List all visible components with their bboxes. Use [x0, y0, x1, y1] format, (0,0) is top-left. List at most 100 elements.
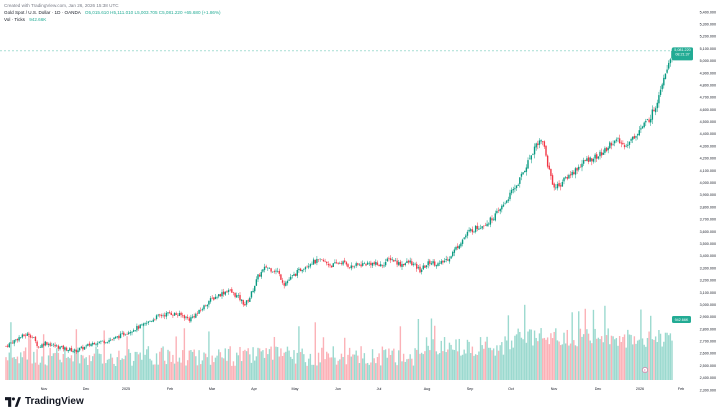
volume-bar	[101, 363, 104, 380]
volume-bar	[231, 365, 233, 380]
candle-body	[389, 258, 392, 261]
volume-bar	[525, 342, 528, 380]
time-axis-label: Nov	[551, 387, 558, 391]
candle-body	[604, 148, 606, 153]
price-axis-tick: 2,300.000	[700, 388, 716, 392]
volume-badge-value: 942.66K	[675, 318, 689, 322]
volume-bar	[268, 349, 271, 380]
candle-body	[306, 266, 308, 268]
volume-bar	[326, 351, 328, 380]
volume-bar	[324, 359, 326, 380]
candle-body	[578, 166, 580, 170]
volume-bar	[273, 336, 276, 380]
candle-body	[44, 341, 46, 346]
volume-bar	[276, 347, 279, 380]
volume-bar	[240, 361, 243, 380]
candle-body	[67, 350, 69, 352]
time-axis-label: 2025	[122, 387, 130, 391]
candle-body	[502, 204, 505, 207]
volume-bar	[78, 363, 81, 380]
volume-bar	[65, 357, 68, 380]
volume-bar	[18, 363, 20, 380]
volume-bar	[391, 350, 393, 380]
event-marker[interactable]: E	[642, 367, 648, 373]
candle-body	[519, 177, 521, 184]
candle-body	[41, 344, 43, 348]
candle-body	[352, 266, 354, 267]
candle-body	[630, 139, 632, 141]
volume-bar	[113, 363, 115, 380]
symbol-row[interactable]: Gold Spot / U.S. Dollar · 1D · OANDA O5,…	[4, 9, 644, 16]
candle-body	[348, 267, 351, 268]
volume-bar	[542, 338, 544, 380]
volume-bar	[501, 342, 503, 380]
volume-bar	[88, 355, 91, 380]
candle-body	[504, 203, 506, 204]
candle-body	[110, 339, 112, 341]
volume-bar	[317, 352, 320, 380]
candle-body	[584, 159, 586, 161]
volume-bar	[118, 350, 120, 380]
volume-bar	[448, 342, 451, 380]
volume-bar	[466, 339, 469, 380]
candle-body	[327, 264, 330, 266]
volume-bar	[442, 351, 444, 380]
volume-bar	[309, 353, 312, 380]
volume-bar	[424, 351, 426, 380]
candle-body	[586, 158, 588, 162]
volume-bar	[54, 352, 56, 380]
candle-body	[330, 265, 333, 268]
candle-body	[507, 199, 510, 201]
candle-body	[370, 262, 372, 266]
volume-bar	[42, 334, 45, 380]
volume-bar	[6, 360, 9, 380]
volume-bar	[239, 346, 241, 380]
candle-body	[162, 315, 164, 316]
volume-bar	[458, 338, 460, 380]
volume-bar	[578, 311, 580, 380]
volume-bar	[159, 351, 161, 380]
candle-body	[147, 321, 150, 323]
volume-bar	[445, 352, 447, 380]
candle-body	[545, 145, 547, 156]
price-axis[interactable]: 5,400.000 5,300.000 5,200.000 5,100.000 5,00…	[700, 10, 716, 392]
volume-bar	[582, 334, 585, 380]
volume-bar	[74, 349, 76, 380]
volume-bar	[116, 357, 118, 380]
candle-body	[560, 185, 562, 187]
candle-body	[132, 330, 135, 332]
price-chart[interactable]: 5,400.000 5,300.000 5,200.000 5,100.000 5,00…	[0, 0, 720, 394]
volume-bar	[52, 353, 55, 380]
volume-bar	[409, 354, 411, 380]
volume-row[interactable]: Vol · Ticks 942.66K	[4, 16, 644, 23]
volume-bar	[661, 346, 663, 380]
candle-body	[26, 333, 28, 336]
candle-body	[231, 289, 233, 293]
tradingview-brand[interactable]: TradingView	[5, 396, 84, 407]
volume-badge: 942.66K	[672, 316, 691, 323]
volume-bar	[610, 335, 613, 380]
volume-bar	[226, 360, 228, 380]
symbol-title[interactable]: Gold Spot / U.S. Dollar · 1D · OANDA	[4, 10, 81, 15]
volume-bar	[206, 357, 208, 380]
candle-body	[340, 263, 343, 264]
candle-body	[582, 160, 585, 164]
candle-body	[150, 321, 153, 322]
volume-bar	[288, 350, 290, 380]
candle-body	[380, 264, 382, 267]
candle-body	[141, 324, 143, 326]
volume-bar	[573, 340, 575, 380]
candle-body	[524, 170, 526, 173]
volume-bar	[10, 322, 12, 380]
volume-bar	[51, 356, 53, 380]
candle-body	[414, 263, 416, 265]
volume-bar	[244, 349, 246, 380]
volume-bar	[651, 339, 654, 380]
volume-bar	[183, 328, 186, 380]
candle-body	[260, 272, 262, 277]
volume-bar	[124, 355, 127, 380]
volume-bar	[272, 359, 274, 380]
created-with-text: Created with TradingView.com, Jan 26, 20…	[4, 3, 119, 8]
volume-indicator-label[interactable]: Vol · Ticks	[4, 17, 25, 22]
time-axis[interactable]: Nov Dec 2025 Feb Mar Apr May Jun Jul Aug Sep Oct Nov…	[41, 387, 684, 391]
